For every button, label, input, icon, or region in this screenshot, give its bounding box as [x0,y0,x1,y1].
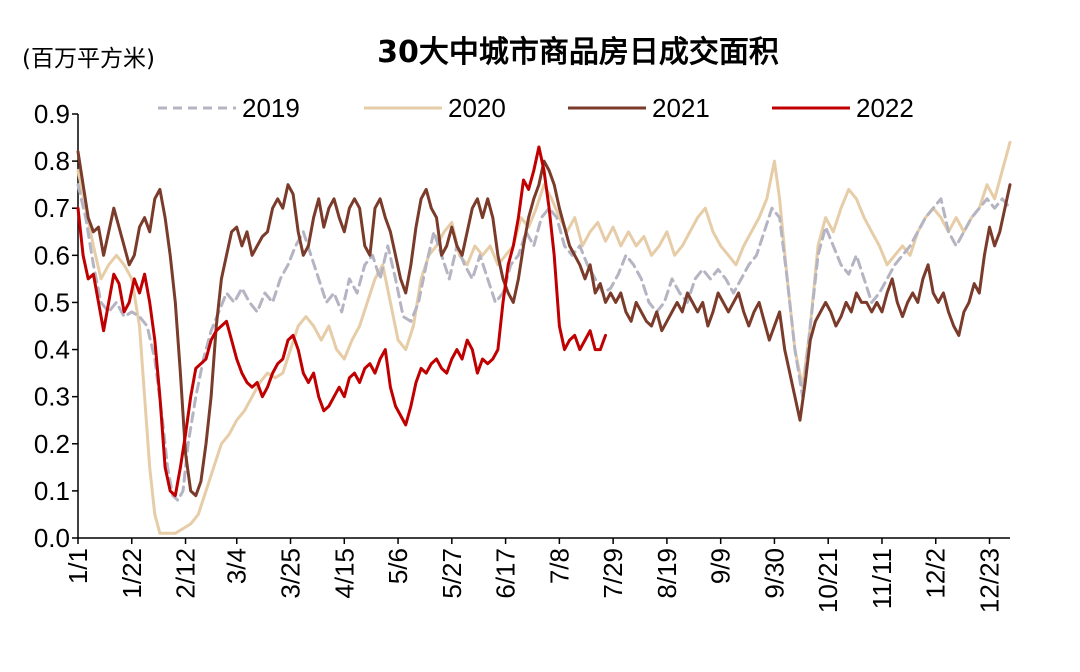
x-tick-label: 3/4 [222,548,252,584]
x-tick-label: 5/27 [437,548,467,599]
x-tick-label: 8/19 [652,548,682,599]
x-tick-label: 12/23 [975,548,1005,613]
x-tick-label: 1/1 [63,548,93,584]
x-axis: 1/1 1/22 2/12 3/4 3/25 4/15 5/6 5/27 6/17 7/8 7/29… [63,537,1010,613]
x-tick-label: 7/8 [544,548,574,584]
y-tick-label: 0.0 [34,523,70,553]
y-tick-label: 0.7 [34,193,70,223]
x-tick-label: 1/22 [117,548,147,599]
legend-label-2022: 2022 [856,93,914,123]
y-tick-label: 0.2 [34,429,70,459]
x-tick-label: 2/12 [171,548,201,599]
x-tick-label: 6/17 [491,548,521,599]
legend-label-2019: 2019 [242,93,300,123]
series-line-2022 [76,145,607,498]
y-tick-label: 0.9 [34,99,70,129]
y-tick-label: 0.4 [34,335,70,365]
x-tick-label: 11/11 [867,548,897,609]
x-tick-label: 7/29 [598,548,628,599]
y-tick-label: 0.5 [34,287,70,317]
series-lines [76,140,1012,535]
series-line-2020 [76,140,1012,535]
legend-label-2020: 2020 [448,93,506,123]
legend-label-2021: 2021 [652,93,710,123]
y-tick-label: 0.1 [34,476,70,506]
x-tick-label: 5/6 [383,548,413,584]
y-tick-label: 0.6 [34,240,70,270]
x-tick-label: 9/30 [759,548,789,599]
y-tick-label: 0.3 [34,382,70,412]
x-tick-label: 10/21 [813,548,843,613]
x-tick-label: 4/15 [329,548,359,599]
x-tick-label: 3/25 [276,548,306,599]
series-line-2019 [76,183,1012,502]
chart-title: 30大中城市商品房日成交面积 [377,35,779,70]
y-axis-unit-label: (百万平方米) [22,46,155,72]
series-line-2021 [76,150,1012,498]
y-tick-label: 0.8 [34,146,70,176]
legend: 2019 2020 2021 2022 [158,93,914,123]
x-tick-label: 9/9 [706,548,736,584]
x-tick-label: 12/2 [921,548,951,599]
y-axis: 0.0 0.1 0.2 0.3 0.4 0.5 0.6 0.7 0.8 0.9 [34,99,79,553]
